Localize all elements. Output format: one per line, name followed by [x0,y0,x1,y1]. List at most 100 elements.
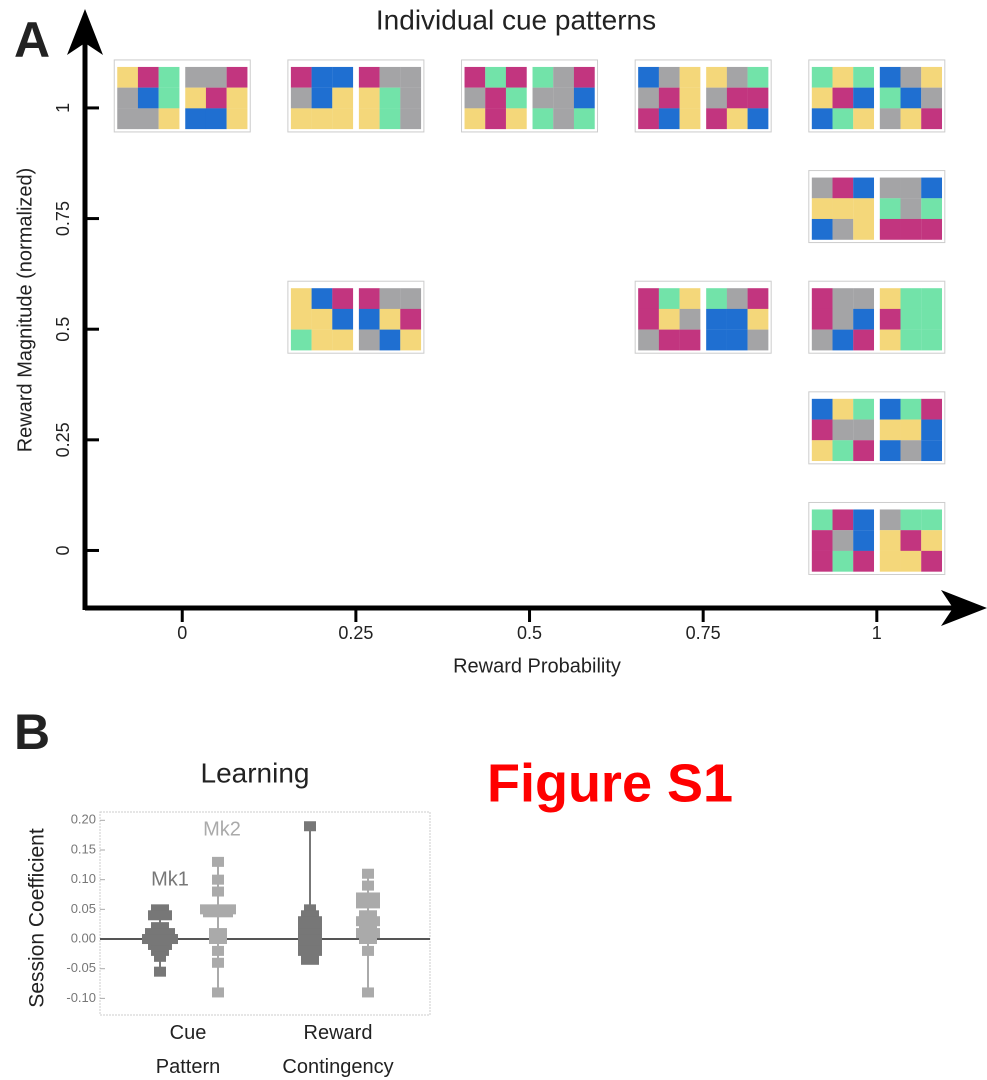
pattern-cell [832,66,854,88]
pattern-cell [900,530,922,551]
pattern-cell [532,87,554,109]
session-square [212,957,224,968]
pattern-cell [853,177,875,199]
pattern-cell [879,329,901,351]
session-square [142,934,178,945]
y-axis-label: Reward Magnitude (normalized) [14,168,36,453]
pattern-cell [879,87,901,109]
pattern-cell [679,308,701,330]
pattern-cell [726,288,748,310]
pattern-cell [290,66,312,88]
pattern-cell [900,440,922,462]
session-square [304,821,316,832]
pattern-cell [832,419,854,441]
pattern-cell [879,218,901,240]
session-square [154,951,166,962]
pattern-cell [679,108,701,130]
x-tick-label-box: Reward Contingency [282,1022,394,1078]
pattern-cell [485,87,507,109]
pattern-cell [706,329,727,351]
x-tick-label: 0.75 [686,623,721,643]
pattern-cell [290,329,312,351]
session-square [151,904,169,915]
figure-label: Figure S1 [487,753,733,813]
pattern-cell [117,87,139,109]
session-square [212,874,224,885]
session-square [359,934,377,945]
pattern-cell [832,108,854,130]
pattern-cell [638,329,659,351]
pattern-cell [811,550,833,572]
session-square [148,910,172,921]
pattern-cell [832,509,854,531]
session-square [362,880,374,891]
pattern-cell [358,87,380,109]
pattern-cell [900,87,922,109]
session-square [298,934,322,945]
pattern-cell [679,288,701,310]
pattern-cell [921,177,943,199]
series-label: Mk2 [203,818,241,840]
pattern-cell [811,530,833,551]
pattern-cell [505,108,527,130]
session-square [212,945,224,956]
pattern-cell [379,288,401,310]
session-square [298,916,322,927]
pattern-cell [832,329,854,351]
session-square [212,856,224,867]
pattern-cell [879,550,901,572]
session-square [209,928,227,939]
pattern-cell [658,308,680,330]
y-tick-label: 0.5 [53,317,73,342]
x-tick-label: 0 [177,623,187,643]
pattern-cell [879,66,901,88]
pattern-cell [853,419,875,441]
pattern-cell [811,66,833,88]
series-label: Mk1 [151,868,189,890]
y-tick-label: -0.10 [66,990,96,1005]
pattern-cell [811,419,833,441]
cue-pattern-pair [634,280,772,354]
pattern-cell [921,329,943,351]
pattern-cell [853,550,875,572]
cue-pattern-pair [808,59,946,133]
pattern-cell [900,108,922,130]
y-tick-label: 0.00 [71,930,96,945]
pattern-cell [290,288,312,310]
pattern-cell [505,87,527,109]
pattern-cell [464,108,486,130]
pattern-cell [226,87,248,109]
pattern-cell [137,108,159,130]
pattern-cell [879,288,901,310]
pattern-cell [464,66,486,88]
session-square [362,945,374,956]
y-axis-arrow [67,9,103,55]
pattern-cell [358,66,380,88]
session-square [298,945,322,956]
pattern-cell [311,288,333,310]
pattern-cell [921,550,943,572]
pattern-cell [638,288,659,310]
pattern-cell [553,66,575,88]
pattern-cell [158,108,180,130]
pattern-cell [879,509,901,531]
pattern-cell [117,66,139,88]
pattern-cell [853,398,875,420]
pattern-cell [811,218,833,240]
cue-pattern-pair [461,59,599,133]
pattern-cell [706,308,727,330]
session-square [298,922,322,933]
x-tick-label: Reward Contingency [282,1022,394,1078]
pattern-cell [747,308,769,330]
pattern-cell [379,66,401,88]
pattern-cell [832,218,854,240]
pattern-cell [879,419,901,441]
pattern-cell [400,66,422,88]
pattern-cell [811,87,833,109]
pattern-cell [117,108,139,130]
cue-pattern-pair [808,170,946,244]
session-square [356,916,380,927]
pattern-cell [658,329,680,351]
pattern-cell [832,550,854,572]
pattern-cell [747,66,769,88]
